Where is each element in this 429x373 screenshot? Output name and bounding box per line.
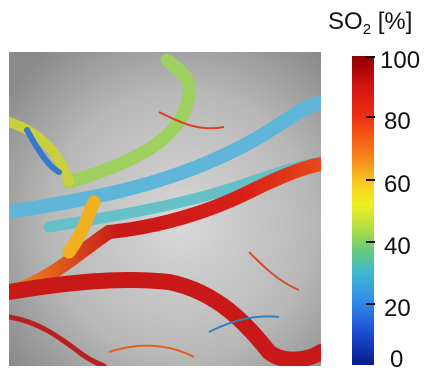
vessel-oxygen-map	[9, 52, 321, 366]
vessel-thin-4	[248, 251, 300, 291]
vessel-upper-long	[9, 95, 321, 219]
vessel-red-lower	[9, 272, 321, 366]
vessel-yellow-junction	[62, 195, 101, 259]
colorbar-tick-80	[366, 116, 375, 118]
colorbar-label-60: 60	[384, 171, 411, 198]
colorbar	[352, 56, 374, 365]
vessel-left-blue	[24, 127, 62, 175]
colorbar-tick-40	[366, 241, 375, 243]
vessel-top-curve	[62, 53, 196, 189]
colorbar-label-40: 40	[384, 233, 411, 260]
colorbar-tick-60	[366, 179, 375, 181]
colorbar-label-100: 100	[380, 47, 421, 74]
colorbar-tick-100	[366, 56, 375, 58]
vessel-thin-3	[108, 344, 195, 358]
vessel-red-main	[9, 157, 321, 299]
colorbar-label-20: 20	[384, 295, 411, 322]
vessel-thin-2	[208, 315, 280, 333]
colorbar-label-80: 80	[384, 108, 411, 135]
vessel-top-left	[9, 117, 74, 187]
colorbar-title: SO2 [%]	[328, 8, 413, 38]
colorbar-label-0: 0	[390, 346, 404, 373]
colorbar-tick-20	[366, 303, 375, 305]
vessel-red-small	[9, 314, 107, 366]
vessel-thin-1	[158, 111, 225, 130]
